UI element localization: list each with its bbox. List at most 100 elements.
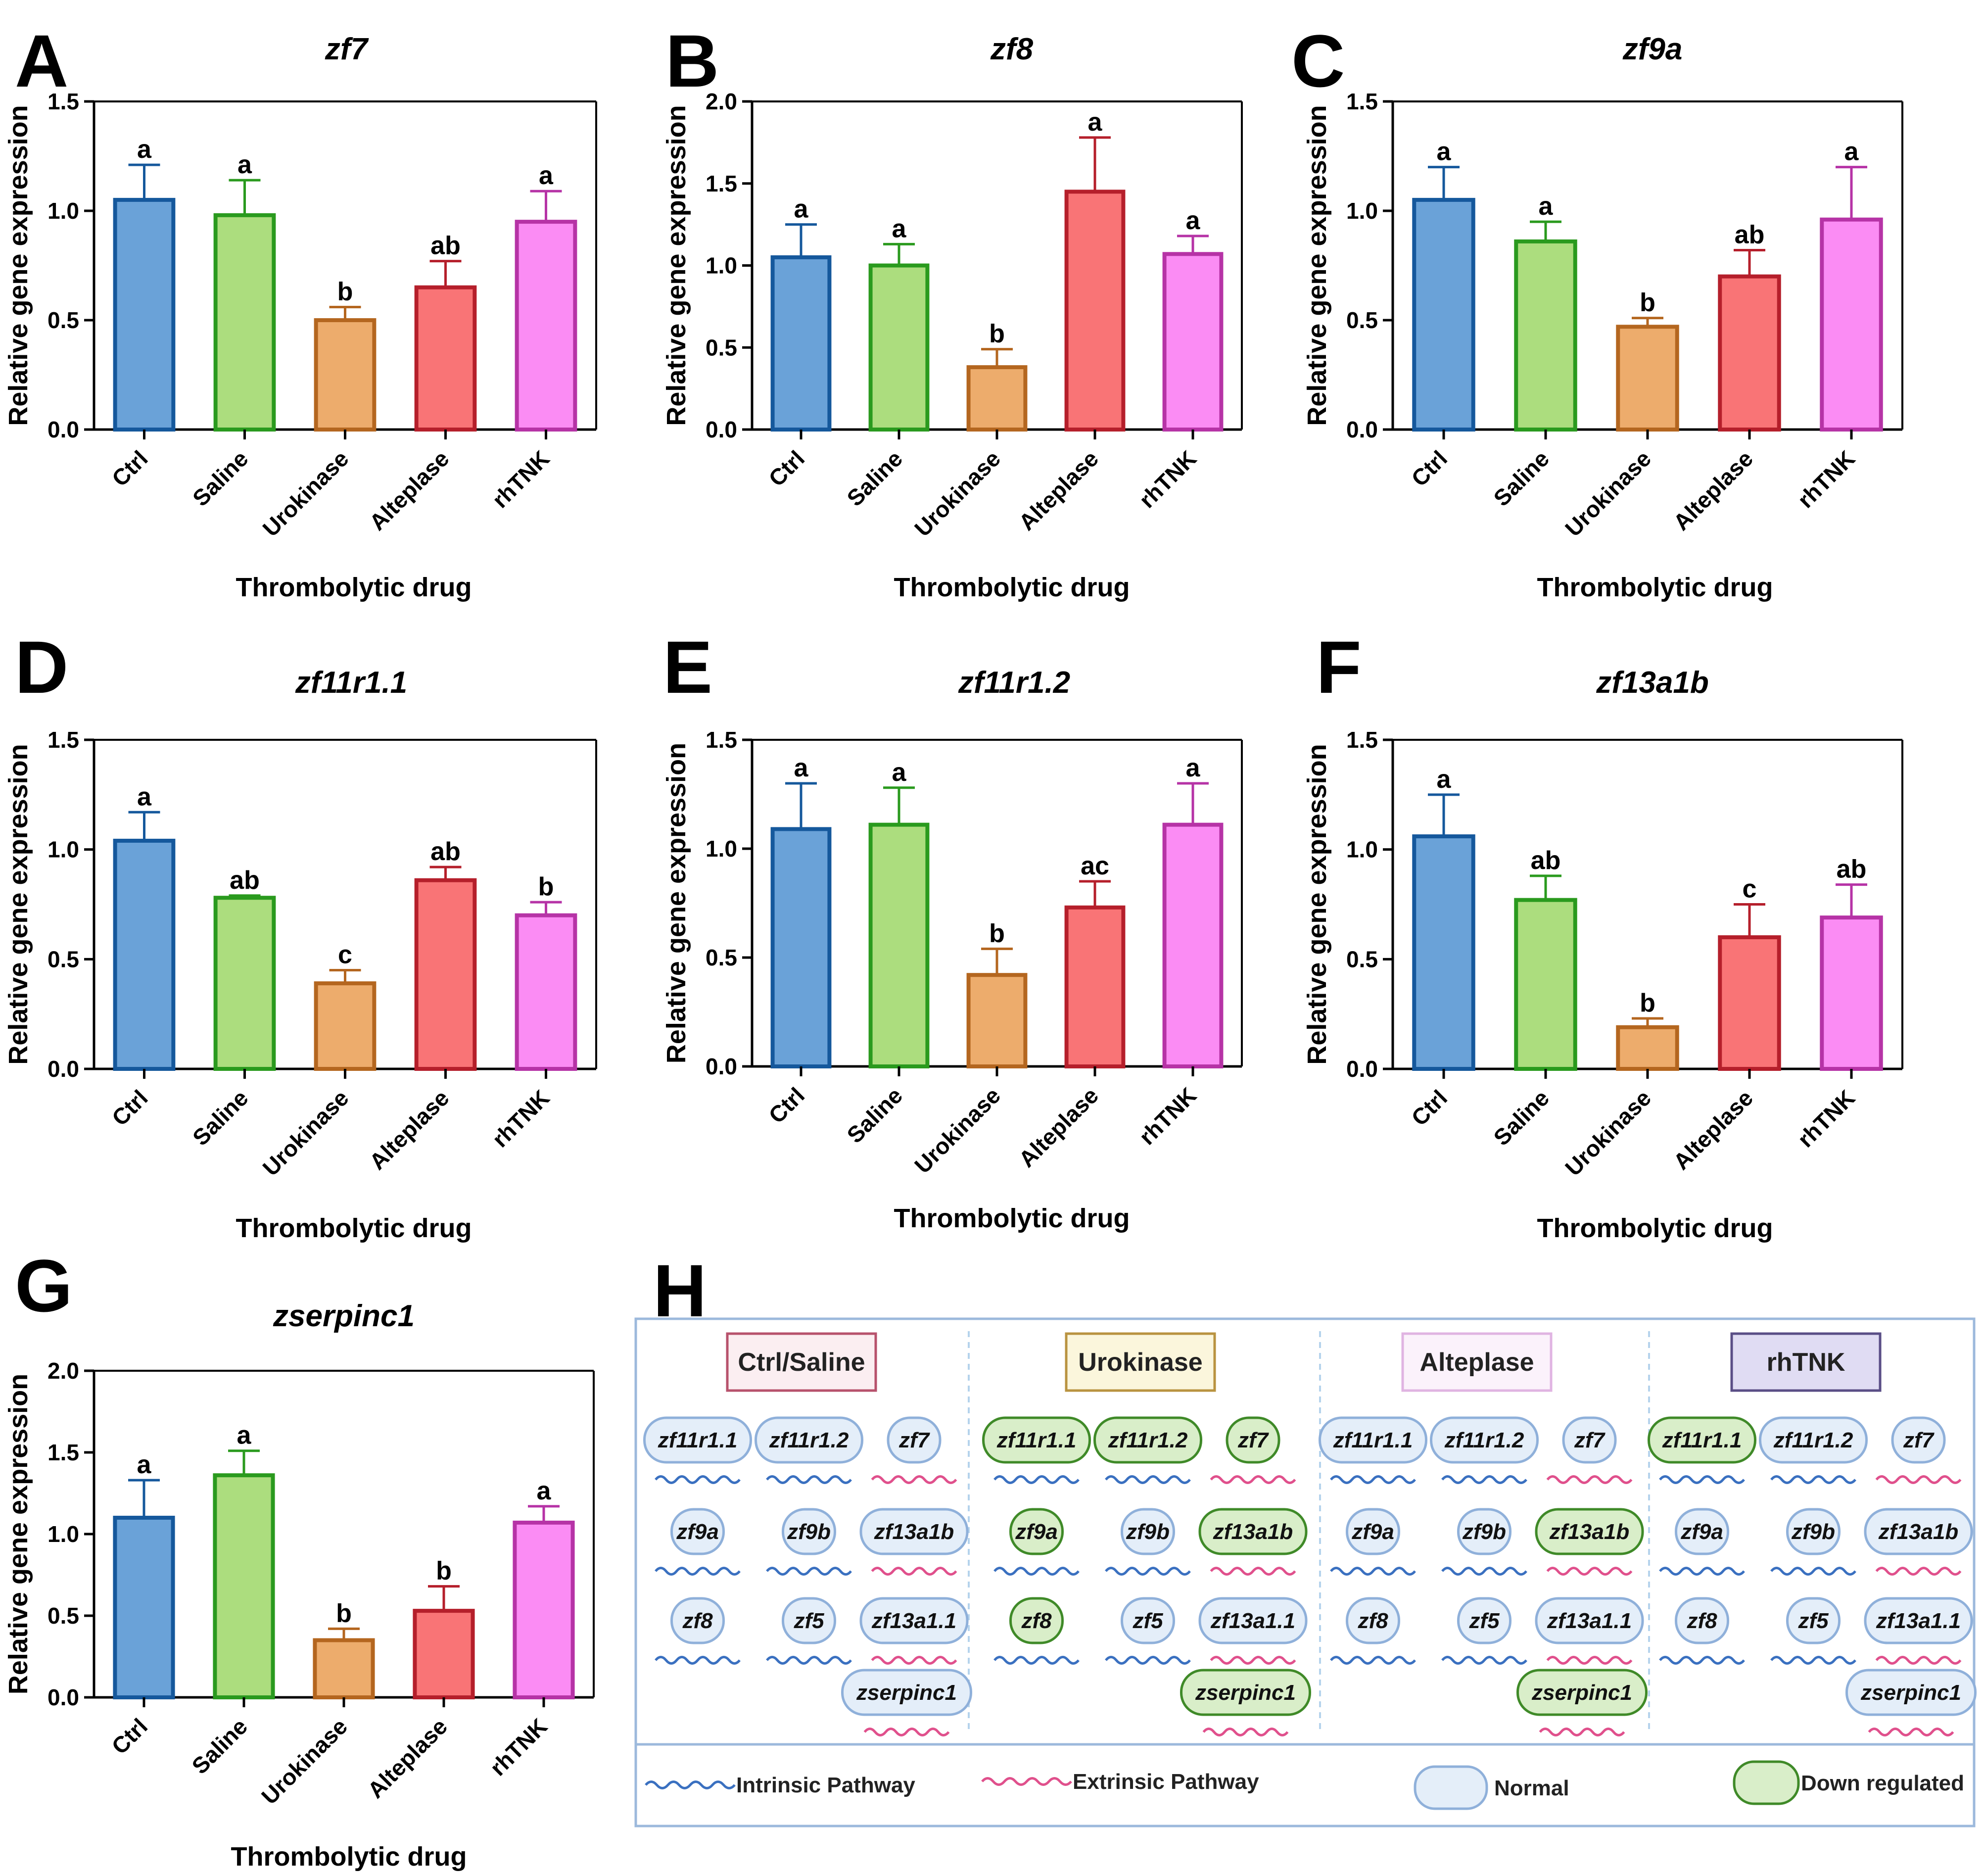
bar-ctrl (1412, 197, 1475, 432)
x-tick-label: Urokinase (258, 1085, 354, 1181)
significance-letter: b (336, 1599, 352, 1628)
extrinsic-pathway-wave (1546, 1656, 1633, 1665)
bar-ctrl (770, 255, 832, 432)
y-tick-label: 0.5 (47, 307, 79, 333)
y-tick-label: 0.0 (47, 1684, 79, 1710)
x-axis-label: Thrombolytic drug (894, 1203, 1130, 1233)
gene-label: zf9a (676, 1520, 719, 1544)
x-tick-label: Alteplase (1014, 445, 1103, 535)
legend-normal-label: Normal (1494, 1776, 1569, 1800)
y-tick-label: 0.5 (706, 335, 737, 360)
x-tick-label: Alteplase (364, 445, 454, 535)
x-tick-label: Saline (187, 1713, 252, 1779)
significance-letter: ab (230, 866, 260, 895)
gene-pill-normal (670, 1597, 725, 1644)
y-axis-label: Relative gene expression (3, 744, 33, 1064)
intrinsic-pathway-wave (1441, 1475, 1527, 1484)
gene-label: zf13a1b (874, 1520, 954, 1544)
intrinsic-pathway-wave (1770, 1475, 1856, 1484)
intrinsic-pathway-wave (1330, 1567, 1416, 1576)
legend-normal-swatch (1414, 1765, 1488, 1810)
intrinsic-pathway-wave (1441, 1656, 1527, 1665)
significance-letter: a (1437, 765, 1452, 794)
significance-letter: b (989, 919, 1005, 948)
y-tick-label: 1.5 (706, 171, 737, 196)
extrinsic-pathway-wave (1875, 1475, 1962, 1484)
intrinsic-pathway-wave (1105, 1475, 1191, 1484)
gene-pill-normal (1759, 1416, 1868, 1464)
chart-title: zf9a (1622, 32, 1683, 66)
gene-pill-down (982, 1416, 1091, 1464)
gene-label: zserpinc1 (1860, 1681, 1961, 1705)
y-tick-label: 1.0 (706, 253, 737, 279)
x-tick-label: rhTNK (485, 1713, 552, 1780)
gene-label: zf11r1.1 (658, 1428, 738, 1452)
y-tick-label: 0.0 (47, 417, 79, 442)
legend-extrinsic-label: Extrinsic Pathway (1073, 1770, 1259, 1794)
gene-pill-normal (887, 1416, 942, 1464)
gene-label: zf8 (1021, 1609, 1052, 1633)
significance-letter: b (1640, 289, 1655, 317)
bar-rhtnk (515, 220, 577, 432)
y-tick-label: 1.0 (1346, 198, 1378, 224)
y-tick-label: 0.5 (47, 946, 79, 972)
gene-label: zf9b (1791, 1520, 1835, 1544)
panel-label: D (15, 625, 68, 709)
gene-label: zf13a1.1 (1210, 1609, 1295, 1633)
x-tick-label: Ctrl (1406, 1085, 1452, 1131)
panel-label: E (663, 625, 712, 709)
extrinsic-pathway-wave (1868, 1728, 1954, 1736)
bar-saline (1514, 898, 1577, 1071)
intrinsic-pathway-wave (655, 1656, 741, 1665)
y-tick-label: 0.5 (706, 945, 737, 970)
y-tick-label: 1.5 (1346, 727, 1378, 753)
x-tick-label: rhTNK (1134, 445, 1201, 513)
significance-letter: a (137, 135, 152, 164)
group-title-box (1401, 1332, 1553, 1392)
gene-label: zf11r1.1 (996, 1428, 1077, 1452)
extrinsic-pathway-wave (1875, 1656, 1962, 1665)
y-tick-label: 1.5 (47, 89, 79, 114)
extrinsic-pathway-wave (1210, 1567, 1296, 1576)
x-tick-label: Ctrl (763, 1082, 809, 1128)
bar-urokinase (966, 973, 1028, 1068)
y-axis-label: Relative gene expression (3, 1374, 33, 1694)
intrinsic-pathway-wave (766, 1567, 852, 1576)
x-tick-label: Saline (842, 1082, 907, 1148)
intrinsic-pathway-wave (1770, 1656, 1856, 1665)
gene-label: zf8 (1357, 1609, 1388, 1633)
gene-label: zf9b (787, 1520, 831, 1544)
group-rhtnk: rhTNK zf11r1.1 zf11r1.2 zf7 zf9a zf9b zf13a1b z… (1648, 1332, 1977, 1736)
significance-letter: a (537, 1477, 552, 1505)
gene-label: zf7 (1237, 1428, 1270, 1452)
x-tick-label: rhTNK (487, 1085, 554, 1152)
legend-down-label: Down regulated (1801, 1771, 1964, 1795)
gene-pill-normal (1891, 1416, 1946, 1464)
gene-pill-normal (1430, 1416, 1539, 1464)
diagram-frame (634, 1317, 1976, 1828)
intrinsic-pathway-wave (766, 1475, 852, 1484)
intrinsic-pathway-wave (1659, 1475, 1745, 1484)
y-tick-label: 1.5 (706, 727, 737, 753)
bar-ctrl (1412, 834, 1475, 1071)
extrinsic-pathway-wave (1539, 1728, 1625, 1736)
significance-letter: ab (430, 232, 461, 260)
gene-label: zf5 (1132, 1609, 1163, 1633)
y-tick-label: 1.0 (47, 198, 79, 224)
extrinsic-pathway-wave (1875, 1567, 1962, 1576)
gene-pill-down (1180, 1669, 1311, 1716)
gene-pill-normal (1121, 1508, 1175, 1555)
y-tick-label: 0.0 (47, 1056, 79, 1082)
gene-label: zf13a1b (1549, 1520, 1629, 1544)
y-axis-label: Relative gene expression (3, 105, 33, 426)
gene-pill-down (1009, 1597, 1064, 1644)
x-tick-label: Urokinase (909, 1082, 1005, 1178)
y-tick-label: 1.5 (47, 727, 79, 753)
y-tick-label: 2.0 (47, 1358, 79, 1384)
x-tick-label: Saline (188, 445, 253, 511)
chart-title: zf11r1.2 (958, 666, 1070, 700)
significance-letter: a (1844, 138, 1859, 166)
